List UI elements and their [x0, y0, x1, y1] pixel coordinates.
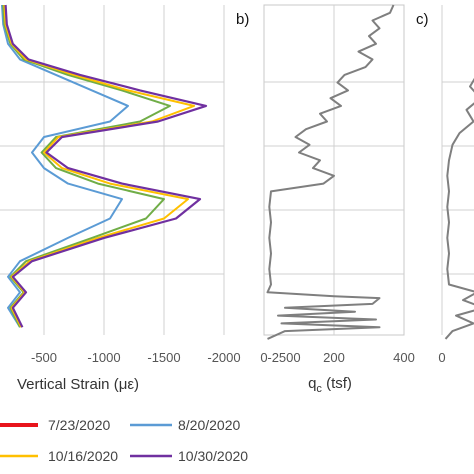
panel-a-x-tick: -500: [31, 350, 57, 365]
panel-b-x-tick: 0: [260, 350, 267, 365]
legend-item: 10/16/2020: [0, 448, 118, 464]
panel-a-x-tick: -2000: [207, 350, 240, 365]
panel-a-x-ticks: -500 -1000 -1500 -2000 -2500: [31, 350, 301, 365]
series-line: [4, 4, 208, 328]
legend-item: 7/23/2020: [0, 417, 110, 433]
panel-c-grid: [441, 5, 474, 335]
series-line: [1, 4, 129, 328]
panel-c: c) 0: [416, 5, 474, 365]
legend-label: 10/30/2020: [178, 448, 248, 464]
panel-a-x-axis-label: Vertical Strain (με): [17, 376, 139, 393]
panel-a: -500 -1000 -1500 -2000 -2500 Vertical St…: [0, 4, 301, 393]
legend-item: 10/30/2020: [130, 448, 248, 464]
legend-item: 8/20/2020: [130, 417, 240, 433]
panel-a-x-tick: -1500: [147, 350, 180, 365]
series-line: [2, 4, 171, 328]
legend: 7/23/2020 8/20/2020 10/16/2020 10/30/202…: [0, 417, 248, 464]
series-line: [3, 4, 195, 328]
panel-b-x-tick: 400: [393, 350, 415, 365]
panel-a-x-tick: -2500: [267, 350, 300, 365]
panel-b-lines: [266, 4, 395, 340]
panel-c-label: c): [416, 11, 429, 28]
panel-b-x-axis-label: qc (tsf): [308, 375, 352, 395]
series-line: [266, 4, 395, 340]
panel-b: b) 0 200 400 qc (tsf): [236, 4, 415, 395]
legend-label: 7/23/2020: [48, 417, 110, 433]
legend-label: 10/16/2020: [48, 448, 118, 464]
panel-a-x-tick: -1000: [87, 350, 120, 365]
panel-a-grid: [0, 5, 225, 335]
panel-b-label: b): [236, 11, 249, 28]
panel-b-x-tick: 200: [323, 350, 345, 365]
panel-c-lines: [444, 77, 474, 340]
panel-b-grid: [263, 4, 405, 336]
series-line: [444, 77, 474, 340]
panel-c-x-tick: 0: [438, 350, 445, 365]
legend-label: 8/20/2020: [178, 417, 240, 433]
panel-a-lines: [1, 4, 208, 328]
